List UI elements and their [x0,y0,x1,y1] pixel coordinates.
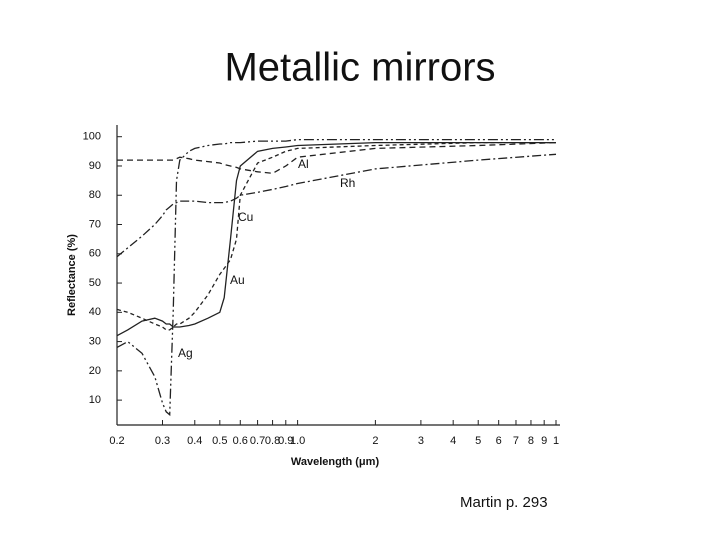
series-label: Cu [238,210,253,224]
series-line [116,141,556,331]
x-tick-label: 0.7 [250,435,265,447]
source-note: Martin p. 293 [460,494,548,511]
series-line [116,141,556,337]
x-tick-label: 9 [541,435,547,447]
x-tick-label: 8 [528,435,534,447]
y-tick-label: 50 [89,277,101,289]
x-tick-label: 0.6 [233,435,248,447]
x-tick-label: 3 [418,435,424,447]
series-label: Rh [340,176,355,190]
y-tick-label: 30 [89,335,101,347]
x-tick-label: 2 [372,435,378,447]
y-tick-label: 20 [89,365,101,377]
y-tick-label: 40 [89,306,101,318]
x-tick-label: 1.0 [290,435,305,447]
y-tick-label: 60 [89,248,101,260]
x-tick-label: 0.4 [187,435,202,447]
series-line [116,153,557,258]
y-axis-title: Reflectance (%) [66,234,78,316]
x-tick-label: 4 [450,435,456,447]
y-tick-label: 90 [89,160,101,172]
series-line [116,138,556,417]
x-tick-label: 0.5 [212,435,227,447]
slide-title: Metallic mirrors [224,46,495,90]
y-tick-label: 10 [89,394,101,406]
x-tick-label: 5 [475,435,481,447]
x-tick-label: 0.2 [109,435,124,447]
x-tick-label: 0.3 [155,435,170,447]
x-tick-label: 0.8 [265,435,280,447]
y-tick-label: 70 [89,218,101,230]
series-line [117,141,557,174]
series-label: Au [230,273,245,287]
x-tick-label: 6 [496,435,502,447]
y-tick-label: 100 [83,131,101,143]
series-label: Al [298,157,309,171]
x-axis-title: Wavelength (μm) [291,456,380,468]
x-tick-label: 7 [513,435,519,447]
x-tick-label: 1 [553,435,559,447]
series-label: Ag [178,346,193,360]
x-tick-label: 0.9 [278,435,293,447]
y-tick-label: 80 [89,189,101,201]
